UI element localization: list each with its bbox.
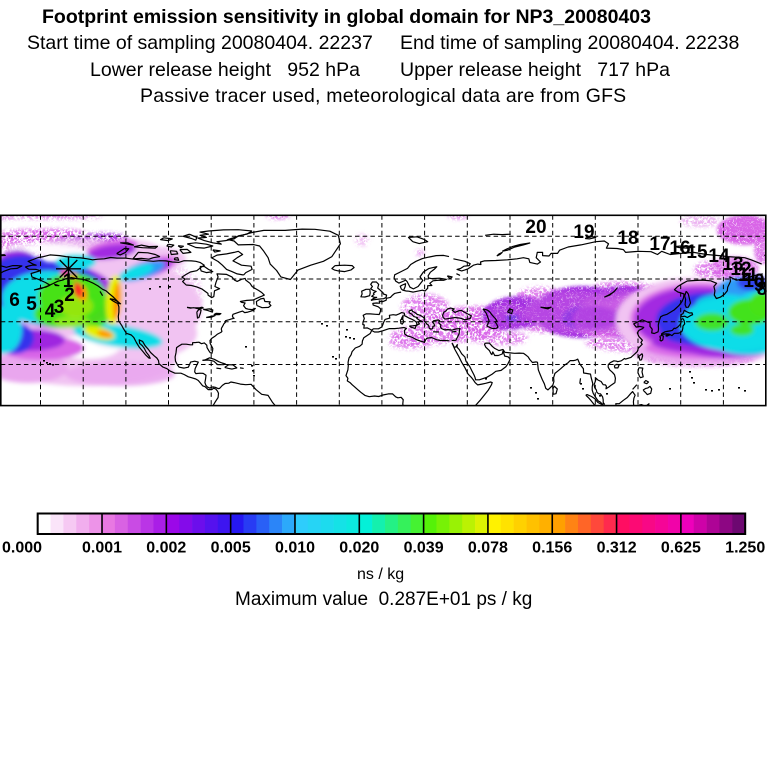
svg-text:9: 9 xyxy=(754,275,765,296)
svg-text:18: 18 xyxy=(617,228,638,249)
svg-text:0.039: 0.039 xyxy=(404,540,444,557)
svg-text:0.312: 0.312 xyxy=(597,540,637,557)
svg-text:0.010: 0.010 xyxy=(275,540,315,557)
svg-text:1: 1 xyxy=(63,271,74,292)
svg-text:6: 6 xyxy=(9,290,20,311)
svg-text:15: 15 xyxy=(686,242,708,263)
svg-text:3: 3 xyxy=(54,297,65,318)
svg-text:17: 17 xyxy=(649,234,670,255)
svg-text:0.005: 0.005 xyxy=(211,540,251,557)
svg-text:0.020: 0.020 xyxy=(339,540,379,557)
svg-text:0.625: 0.625 xyxy=(661,540,701,557)
svg-text:2: 2 xyxy=(64,285,75,306)
svg-text:19: 19 xyxy=(573,222,594,243)
svg-text:0.001: 0.001 xyxy=(82,540,122,557)
svg-text:0.000: 0.000 xyxy=(2,540,42,557)
svg-text:11: 11 xyxy=(738,265,759,286)
svg-text:0.002: 0.002 xyxy=(146,540,186,557)
svg-text:13: 13 xyxy=(722,254,743,275)
svg-text:16: 16 xyxy=(669,238,690,259)
svg-text:10: 10 xyxy=(743,271,764,292)
svg-text:14: 14 xyxy=(708,246,730,267)
svg-text:5: 5 xyxy=(26,294,37,315)
svg-text:1.250: 1.250 xyxy=(725,540,765,557)
svg-text:8: 8 xyxy=(757,279,768,300)
svg-text:0.078: 0.078 xyxy=(468,540,508,557)
svg-text:4: 4 xyxy=(45,301,56,322)
svg-text:0.156: 0.156 xyxy=(532,540,572,557)
svg-text:12: 12 xyxy=(730,259,751,280)
svg-text:20: 20 xyxy=(525,217,546,238)
